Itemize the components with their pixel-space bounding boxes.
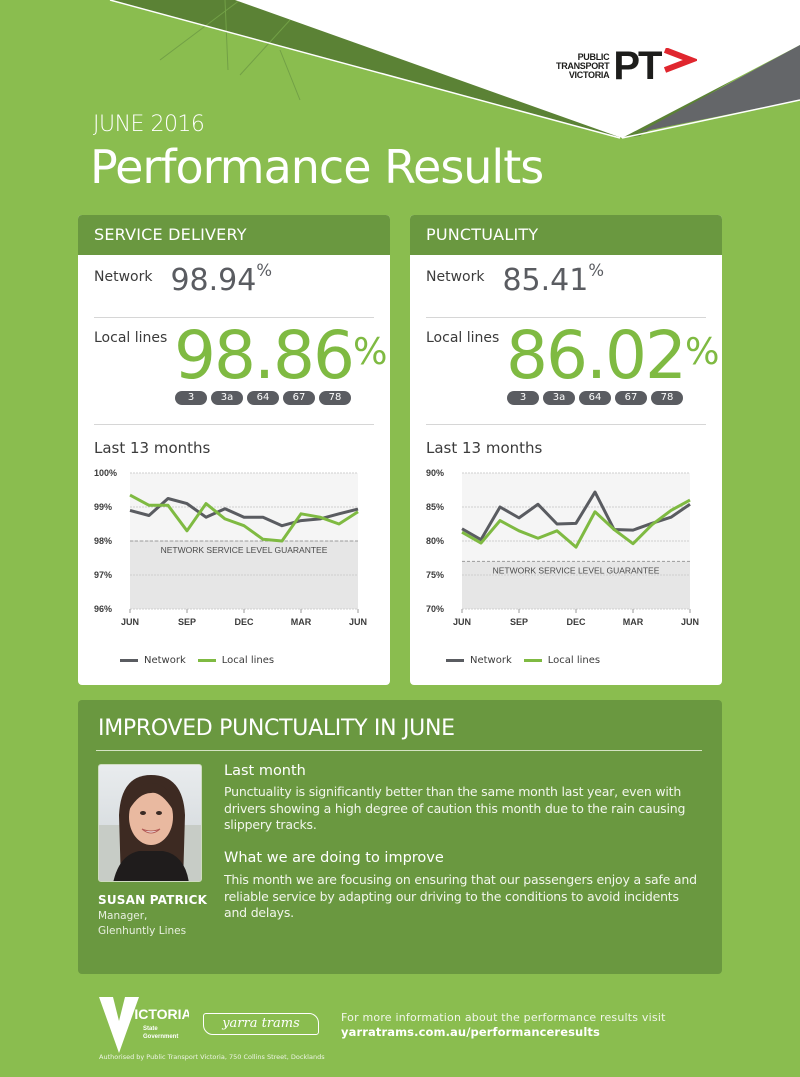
svg-text:100%: 100%: [94, 468, 117, 478]
service-delivery-chart: 96% 97% 98% 99% 100% NETWORK SERVICE LEVEL GU…: [94, 468, 367, 627]
improve-body: This month we are focusing on ensuring t…: [224, 872, 697, 920]
route-badge: 67: [615, 391, 647, 405]
svg-text:JUN: JUN: [121, 617, 139, 627]
route-badge: 3a: [211, 391, 243, 405]
local-lines-value: 98.86%: [174, 317, 387, 394]
service-delivery-card: SERVICE DELIVERY Network 98.94% Local li…: [78, 215, 390, 685]
svg-text:SEP: SEP: [510, 617, 528, 627]
victoria-v-icon: [99, 997, 139, 1053]
svg-text:JUN: JUN: [453, 617, 471, 627]
improvement-panel: IMPROVED PUNCTUALITY IN JUNE SUSAN PATRI…: [78, 700, 722, 974]
svg-text:JUN: JUN: [681, 617, 699, 627]
svg-text:DEC: DEC: [566, 617, 586, 627]
last-month-body: Punctuality is significantly better than…: [224, 784, 686, 832]
manager-name: SUSAN PATRICK: [98, 893, 208, 907]
route-badge: 67: [283, 391, 315, 405]
svg-text:75%: 75%: [426, 570, 444, 580]
svg-text:70%: 70%: [426, 604, 444, 614]
legend-label: Network: [144, 655, 186, 666]
svg-text:80%: 80%: [426, 536, 444, 546]
card-title: PUNCTUALITY: [410, 215, 722, 255]
local-lines-label: Local lines: [426, 330, 500, 346]
svg-text:96%: 96%: [94, 604, 112, 614]
ptv-logo-text: PUBLIC TRANSPORT VICTORIA: [556, 51, 610, 80]
svg-text:VICTORIA: VICTORIA: [125, 1006, 189, 1022]
svg-text:MAR: MAR: [623, 617, 644, 627]
divider: [96, 750, 702, 751]
network-value: 98.94%: [170, 261, 273, 298]
local-lines-label: Local lines: [94, 330, 168, 346]
legend-label: Local lines: [221, 655, 275, 666]
report-month: JUNE 2016: [93, 112, 205, 137]
improve-heading: What we are doing to improve: [224, 850, 444, 866]
manager-photo: [98, 764, 202, 882]
svg-text:90%: 90%: [426, 468, 444, 478]
ptv-logo: PUBLIC TRANSPORT VICTORIA PT: [556, 44, 698, 88]
legend-label: Local lines: [547, 655, 601, 666]
divider: [426, 424, 706, 425]
svg-text:DEC: DEC: [234, 617, 254, 627]
network-label: Network: [94, 269, 153, 285]
punctuality-chart: 70% 75% 80% 85% 90% NETWORK SERVICE LEVEL GUA…: [426, 468, 699, 627]
svg-text:MAR: MAR: [291, 617, 312, 627]
chart-label: Last 13 months: [94, 439, 211, 457]
header-decoration: [109, 0, 800, 139]
network-value: 85.41%: [502, 261, 605, 298]
improvement-title: IMPROVED PUNCTUALITY IN JUNE: [98, 716, 455, 741]
svg-text:85%: 85%: [426, 502, 444, 512]
page-title: Performance Results: [90, 140, 544, 194]
svg-text:Government: Government: [143, 1034, 178, 1040]
chart-label: Last 13 months: [426, 439, 543, 457]
local-lines-value: 86.02%: [506, 317, 719, 394]
person-portrait-icon: [99, 775, 201, 881]
svg-text:98%: 98%: [94, 536, 112, 546]
route-badges: 3 3a 64 67 78: [507, 391, 683, 405]
route-badge: 64: [579, 391, 611, 405]
route-badge: 3a: [543, 391, 575, 405]
svg-text:NETWORK SERVICE LEVEL GUARANTE: NETWORK SERVICE LEVEL GUARANTEE: [161, 545, 328, 555]
divider: [426, 317, 706, 318]
route-badges: 3 3a 64 67 78: [175, 391, 351, 405]
footer-info-text: For more information about the performan…: [341, 1011, 666, 1024]
chart-legend: Network Local lines: [446, 655, 612, 666]
legend-label: Network: [470, 655, 512, 666]
legend-swatch-local: [523, 659, 542, 662]
punctuality-card: PUNCTUALITY Network 85.41% Local lines 8…: [410, 215, 722, 685]
victoria-government-logo: VICTORIA State Government: [99, 997, 192, 1057]
legend-swatch-network: [446, 659, 464, 662]
performance-results-link[interactable]: yarratrams.com.au/performanceresults: [341, 1025, 600, 1039]
legend-swatch-network: [120, 659, 138, 662]
svg-text:97%: 97%: [94, 570, 112, 580]
ptv-logo-mark: PT: [613, 44, 662, 88]
route-badge: 64: [247, 391, 279, 405]
legend-swatch-local: [197, 659, 216, 662]
divider: [94, 317, 374, 318]
route-badge: 78: [651, 391, 683, 405]
route-badge: 3: [507, 391, 539, 405]
authorisation-text: Authorised by Public Transport Victoria,…: [99, 1053, 325, 1061]
chart-legend: Network Local lines: [120, 655, 286, 666]
chevron-right-icon: [664, 48, 698, 73]
svg-text:State: State: [143, 1026, 158, 1032]
divider: [94, 424, 374, 425]
manager-role: Manager, Glenhuntly Lines: [98, 910, 187, 937]
svg-text:JUN: JUN: [349, 617, 367, 627]
svg-text:SEP: SEP: [178, 617, 196, 627]
last-month-heading: Last month: [224, 763, 306, 779]
network-label: Network: [426, 269, 485, 285]
card-title: SERVICE DELIVERY: [78, 215, 390, 255]
route-badge: 3: [175, 391, 207, 405]
yarra-trams-logo: yarra trams: [203, 1013, 319, 1035]
route-badge: 78: [319, 391, 351, 405]
svg-text:NETWORK SERVICE LEVEL GUARANTE: NETWORK SERVICE LEVEL GUARANTEE: [493, 565, 660, 575]
svg-text:99%: 99%: [94, 502, 112, 512]
